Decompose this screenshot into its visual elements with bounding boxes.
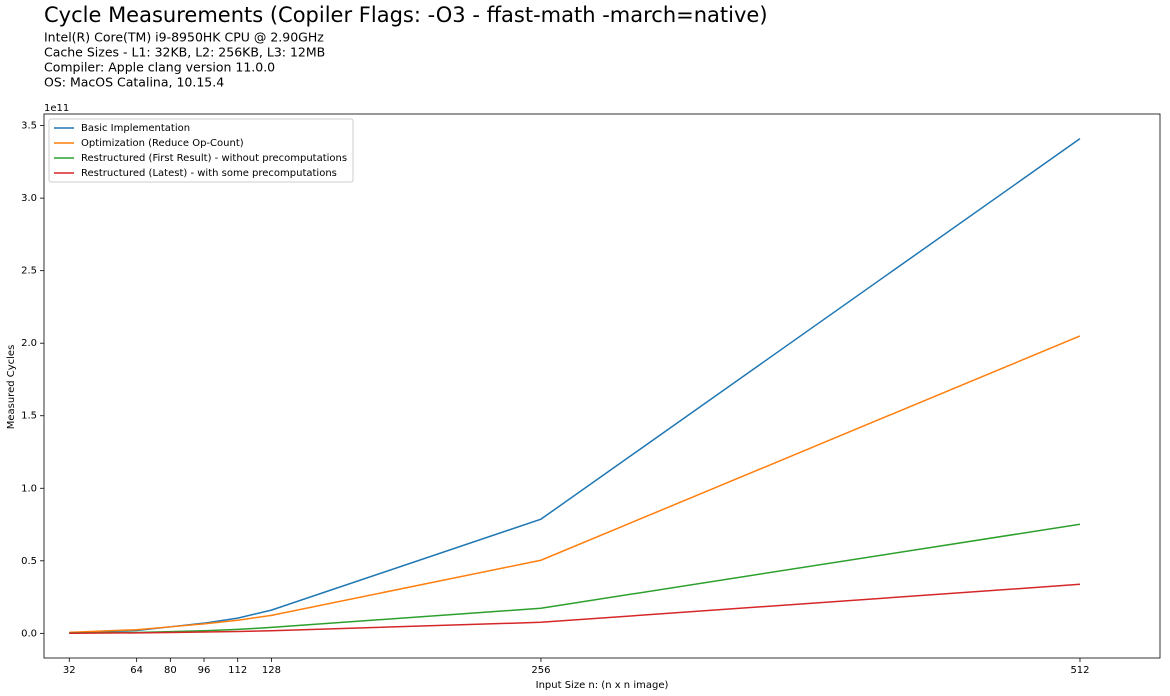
x-tick-label: 128	[262, 665, 281, 676]
x-tick-label: 112	[228, 665, 247, 676]
series-line	[69, 583, 1081, 634]
axis-offset-label: 1e11	[44, 103, 69, 114]
y-tick-label: 0.0	[21, 628, 37, 639]
chart-title: Cycle Measurements (Copiler Flags: -O3 -…	[44, 3, 768, 27]
axes-frame	[43, 113, 1161, 659]
x-axis-label: Input Size n: (n x n image)	[536, 680, 669, 691]
y-tick-label: 2.0	[21, 338, 37, 349]
legend-label: Optimization (Reduce Op-Count)	[81, 138, 244, 149]
x-tick-label: 96	[198, 665, 211, 676]
x-tick-label: 64	[130, 665, 143, 676]
y-tick-label: 1.0	[21, 483, 37, 494]
y-tick-label: 3.0	[21, 193, 37, 204]
legend-label: Basic Implementation	[81, 123, 190, 134]
legend-label: Restructured (Latest) - with some precom…	[81, 168, 337, 179]
y-tick-label: 1.5	[21, 411, 37, 422]
legend-label: Restructured (First Result) - without pr…	[81, 153, 347, 164]
subtitle: OS: MacOS Catalina, 10.15.4	[44, 75, 224, 90]
x-tick-label: 512	[1070, 665, 1089, 676]
y-axis-label: Measured Cycles	[6, 345, 17, 430]
y-tick-label: 0.5	[21, 556, 37, 567]
series-line	[69, 335, 1081, 634]
y-tick-label: 3.5	[21, 121, 37, 132]
legend-box	[48, 118, 354, 183]
x-tick-label: 80	[164, 665, 177, 676]
y-tick-label: 2.5	[21, 266, 37, 277]
x-tick-label: 32	[63, 665, 76, 676]
subtitle: Cache Sizes - L1: 32KB, L2: 256KB, L3: 1…	[44, 45, 325, 60]
subtitle: Compiler: Apple clang version 11.0.0	[44, 60, 275, 75]
x-tick-label: 256	[531, 665, 550, 676]
subtitle: Intel(R) Core(TM) i9-8950HK CPU @ 2.90GH…	[44, 30, 324, 45]
